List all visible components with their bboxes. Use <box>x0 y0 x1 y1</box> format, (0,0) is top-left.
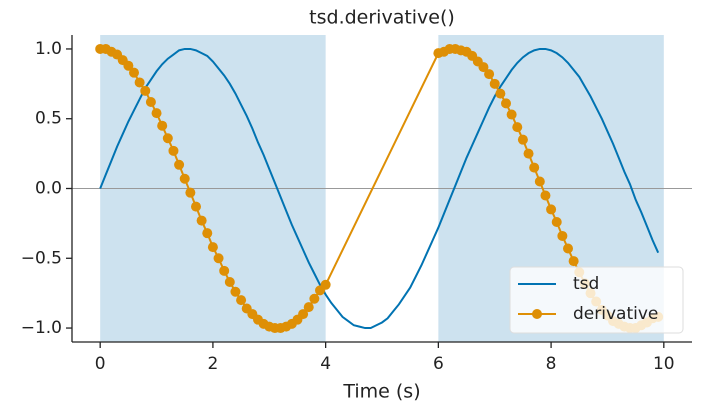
data-point <box>140 85 151 96</box>
data-point <box>230 286 241 297</box>
data-point <box>563 243 573 254</box>
data-point <box>557 230 568 241</box>
data-point <box>512 122 523 133</box>
x-tick-label: 6 <box>433 354 444 374</box>
data-point <box>219 265 230 276</box>
data-point <box>207 242 218 253</box>
data-point <box>213 253 224 264</box>
y-tick-label: 1.0 <box>35 39 62 59</box>
series-line <box>99 47 660 330</box>
data-point <box>529 162 540 173</box>
data-point <box>551 216 562 227</box>
legend-label: tsd <box>573 274 599 294</box>
data-point <box>134 77 145 88</box>
data-point <box>517 134 528 145</box>
data-point <box>534 176 545 187</box>
data-point <box>202 228 213 239</box>
data-point <box>151 108 162 119</box>
data-point <box>196 215 207 226</box>
data-point <box>523 148 534 159</box>
legend-marker <box>532 309 542 319</box>
data-point <box>191 201 201 212</box>
data-point <box>506 109 517 120</box>
data-point <box>129 67 139 78</box>
data-point <box>157 120 168 131</box>
data-point <box>179 173 190 184</box>
data-point <box>298 309 309 320</box>
data-point <box>185 187 196 198</box>
x-tick-label: 4 <box>320 354 331 374</box>
data-point <box>224 276 235 287</box>
data-point <box>478 62 489 73</box>
data-point <box>484 69 495 80</box>
data-point <box>162 133 173 144</box>
data-point <box>174 159 185 170</box>
y-tick-label: −0.5 <box>21 248 62 268</box>
x-tick-label: 0 <box>95 354 106 374</box>
x-tick-label: 2 <box>207 354 218 374</box>
x-axis-label: Time (s) <box>342 381 420 403</box>
y-tick-label: 0.0 <box>35 179 62 199</box>
data-point <box>540 190 551 201</box>
x-tick-label: 8 <box>546 354 557 374</box>
data-point <box>495 88 506 99</box>
data-point <box>320 279 331 290</box>
y-tick-label: −1.0 <box>21 318 62 338</box>
y-tick-label: 0.5 <box>35 109 62 129</box>
legend-label: derivative <box>573 304 658 324</box>
data-point <box>489 78 500 89</box>
data-point <box>568 256 579 267</box>
chart-title: tsd.derivative() <box>309 7 455 29</box>
data-point <box>501 98 511 109</box>
data-point <box>123 60 134 71</box>
x-tick-label: 10 <box>653 354 675 374</box>
data-point <box>236 295 247 306</box>
legend: tsd derivative <box>509 266 684 334</box>
data-point <box>309 293 320 304</box>
data-point <box>303 302 314 313</box>
data-point <box>145 96 156 107</box>
data-point <box>546 204 557 215</box>
data-point <box>168 145 179 156</box>
